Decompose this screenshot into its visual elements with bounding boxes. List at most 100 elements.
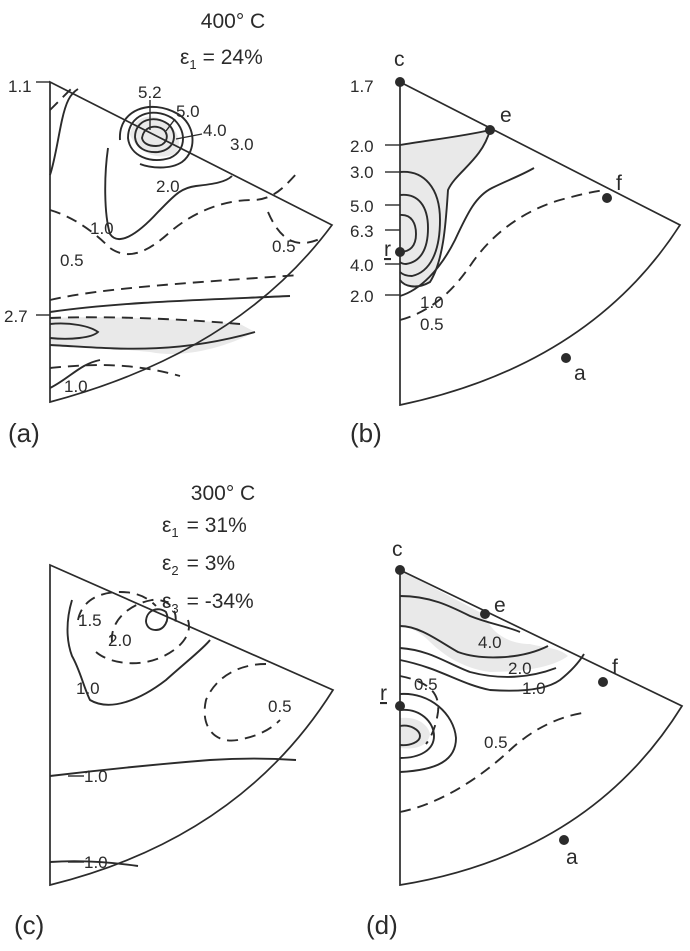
panel-c-contour-peak [145,608,169,631]
panel-c-label-1-5: 1.5 [78,611,102,630]
panel-b-contour-2-0-top [399,129,491,146]
panel-d-point-e-label: e [494,594,506,617]
panel-b-label: (b) [350,418,382,448]
panel-d: 4.0 2.0 1.0 0.5 0.5 c e f r a (d) [366,538,684,940]
panel-c-strain-1: ε1 = 31% [162,514,247,540]
panel-c-label-1-0: 1.0 [76,679,100,698]
panel-a-contour-1-0-bottom-dash [49,364,181,377]
panel-a-boundary [49,80,334,404]
panel-b-label-2-0: 2.0 [350,137,374,156]
panel-a-label-1-1: 1.1 [8,77,32,96]
panel-a-label-5-0: 5.0 [176,102,200,121]
panel-a-contour-3-0 [127,111,184,161]
panel-a-temperature: 400° C [201,10,265,33]
panel-a-contour-2-0 [119,105,194,169]
panel-d-point-c [395,565,405,575]
panel-a-label-0-5: 0.5 [60,251,84,270]
panel-c-contour-1-0-bottom [49,860,139,867]
panel-d-contour-4-0 [399,625,549,659]
panel-a-contour-0-5-right [267,211,323,244]
panel-b-point-r [395,247,405,257]
panel-d-contour-1-0 [399,653,585,692]
panel-b-label-2-0-low: 2.0 [350,287,374,306]
panel-b-shaded-region [400,130,490,287]
panel-d-label: (d) [366,910,398,940]
panel-d-contour-0-5-loop [399,675,440,745]
panel-a-label: (a) [8,418,40,448]
panel-d-boundary [399,568,684,887]
panel-b-contour-1-0 [399,167,535,297]
panel-a: 400° C ε1 = 24% 1.1 5.2 5.0 4.0 3.0 2.0 1… [4,10,334,448]
panel-c-label: (c) [14,910,44,940]
panel-a-leader-4-0 [175,133,203,140]
panel-b-contour-3-0 [399,171,441,277]
panel-d-label-2-0: 2.0 [508,659,532,678]
panel-d-label-4-0: 4.0 [478,633,502,652]
panel-b-label-4-0: 4.0 [350,256,374,275]
panel-a-band-lower [49,331,256,350]
panel-b-point-f [602,193,612,203]
panel-d-point-r-label: r [380,682,387,705]
panel-d-contour-r-2 [399,709,435,759]
panel-b-label-6-3: 6.3 [350,222,374,241]
panel-a-label-0-5-right: 0.5 [272,237,296,256]
panel-c-label-0-5: 0.5 [268,697,292,716]
panel-d-contour-4-0-inner [399,595,521,633]
panel-c-contour-2-0 [111,599,177,643]
panel-a-contour-0-5 [49,171,299,256]
panel-d-point-f [598,677,608,687]
panel-c: 300° C ε1 = 31% ε2 = 3% ε3 = -34% 1.5 2.0 1… [14,482,335,940]
panel-d-point-a-label: a [566,846,578,869]
panel-a-label-1-0-bottom: 1.0 [64,377,88,396]
panel-b-contour-6-3 [399,214,417,253]
panel-a-label-4-0: 4.0 [203,121,227,140]
panel-d-shaded-r [400,717,430,749]
panel-a-leader-5-0 [165,118,176,132]
panel-c-strain-2: ε2 = 3% [162,552,235,578]
panel-b-point-c-label: c [394,48,405,71]
panel-c-temperature: 300° C [191,482,255,505]
panel-a-band-mid [49,316,241,325]
panel-a-strain: ε1 = 24% [180,46,263,72]
panel-c-strain-3: ε3 = -34% [162,590,254,616]
panel-a-band-upper-1 [49,274,301,301]
panel-d-contour-0-5 [399,711,589,813]
panel-b-point-e [485,125,495,135]
panel-c-boundary [49,563,335,887]
panel-b-point-c [395,77,405,87]
panel-a-label-3-0: 3.0 [230,135,254,154]
panel-a-shaded-peak [130,116,180,157]
panel-b-point-a-label: a [574,362,586,385]
panel-c-label-1-0-bottom: 1.0 [84,853,108,872]
panel-b-label-3-0: 3.0 [350,163,374,182]
panel-c-contour-1-5 [77,591,157,621]
panel-a-contour-left [49,88,79,176]
panel-a-label-2-0: 2.0 [156,177,180,196]
panel-b-label-5-0: 5.0 [350,197,374,216]
panel-b-contour-5-0 [399,193,429,265]
panel-c-contour-1-0-mid [49,757,297,777]
panel-d-contour-r-3 [399,693,457,773]
panel-b-point-a [561,353,571,363]
panel-c-label-2-0: 2.0 [108,631,132,650]
panel-a-label-1-0: 1.0 [90,219,114,238]
panel-b-point-r-label: r [384,238,391,261]
panel-d-contour-2-0 [399,647,557,678]
panel-b-point-f-label: f [616,172,622,195]
panel-a-contour-5-0 [141,125,168,147]
panel-c-label-1-0-mid: 1.0 [84,767,108,786]
panel-a-contour-1-1 [49,87,73,111]
panel-c-contour-0-5 [203,663,281,742]
panel-a-contour-1-0 [104,147,233,240]
panel-a-contour-4-0 [134,118,175,154]
panel-a-contour-1-0-bottom [49,359,101,389]
panel-d-point-c-label: c [392,538,403,561]
panel-d-point-e [480,609,490,619]
panel-d-contour-r-1 [399,724,421,747]
panel-a-band-upper-2 [49,295,291,313]
panel-d-label-0-5-upper: 0.5 [414,675,438,694]
panel-a-label-5-2: 5.2 [138,83,162,102]
panel-a-label-2-7: 2.7 [4,307,28,326]
panel-b-label-1-0: 1.0 [420,293,444,312]
